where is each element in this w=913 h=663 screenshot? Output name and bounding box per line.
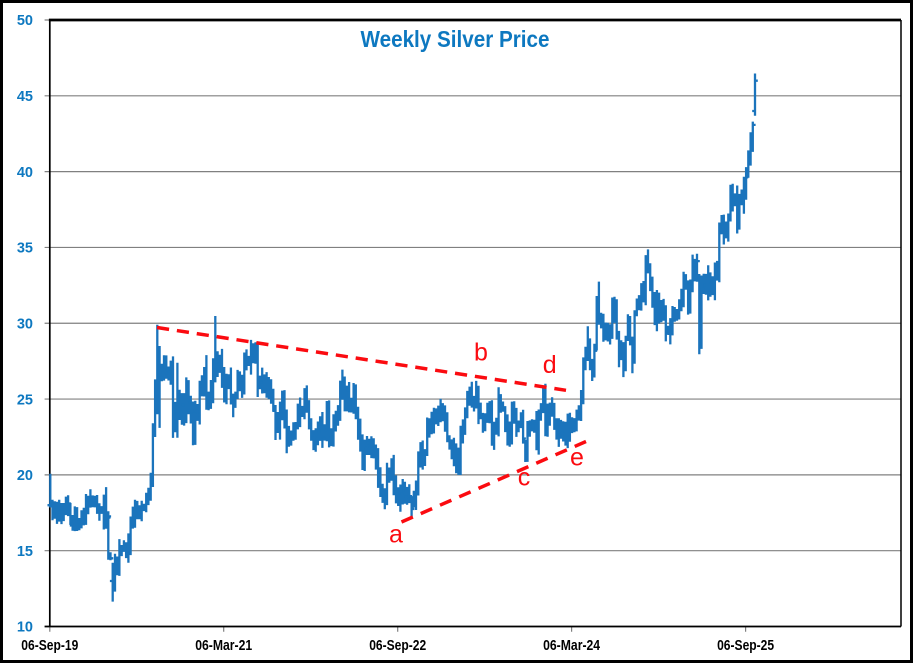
svg-text:c: c bbox=[518, 464, 531, 492]
svg-text:06-Sep-22: 06-Sep-22 bbox=[369, 638, 426, 654]
svg-text:35: 35 bbox=[17, 241, 33, 257]
svg-text:06-Sep-25: 06-Sep-25 bbox=[717, 638, 774, 654]
svg-text:30: 30 bbox=[17, 316, 33, 332]
svg-text:b: b bbox=[474, 339, 488, 367]
svg-text:40: 40 bbox=[17, 165, 33, 181]
svg-text:06-Sep-19: 06-Sep-19 bbox=[21, 638, 78, 654]
svg-text:50: 50 bbox=[17, 13, 33, 29]
svg-text:20: 20 bbox=[17, 468, 33, 484]
svg-text:25: 25 bbox=[17, 392, 33, 408]
svg-text:d: d bbox=[543, 351, 557, 379]
svg-text:06-Mar-24: 06-Mar-24 bbox=[543, 638, 600, 654]
svg-text:15: 15 bbox=[17, 544, 33, 560]
svg-text:e: e bbox=[570, 443, 584, 471]
svg-text:Weekly Silver Price: Weekly Silver Price bbox=[361, 26, 550, 52]
svg-text:06-Mar-21: 06-Mar-21 bbox=[195, 638, 252, 654]
svg-text:a: a bbox=[389, 521, 403, 549]
svg-text:45: 45 bbox=[17, 89, 33, 105]
svg-text:10: 10 bbox=[17, 620, 33, 636]
